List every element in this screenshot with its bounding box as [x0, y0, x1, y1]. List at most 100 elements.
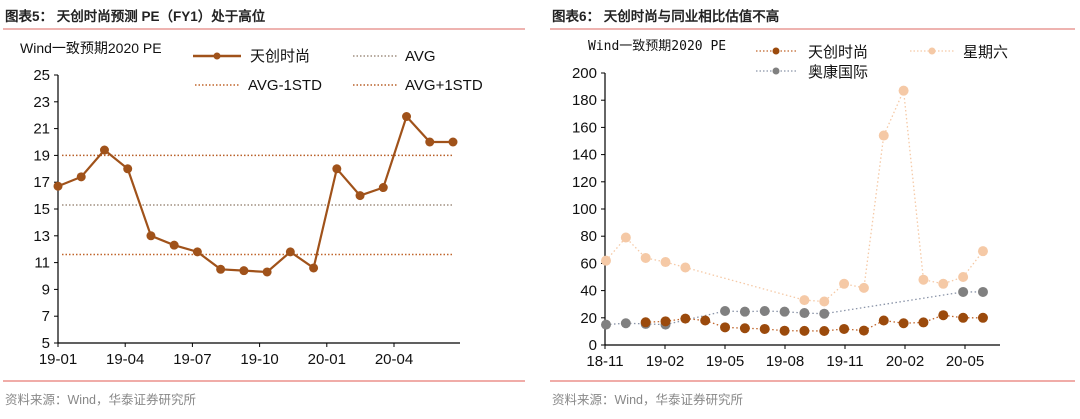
x-tick-label: 19-01: [39, 351, 77, 368]
legend-label-avg-plus-std: AVG+1STD: [405, 77, 483, 94]
data-point-series-0: [660, 257, 671, 268]
data-point-series-2: [898, 318, 909, 329]
legend-label-avg: AVG: [405, 48, 436, 65]
data-point-tianchuang: [332, 164, 342, 174]
data-point-tianchuang: [169, 240, 179, 250]
x-tick-label: 20-04: [375, 351, 413, 368]
chart5-unit-label: Wind一致预期2020 PE: [20, 40, 162, 56]
y-tick-label: 160: [572, 119, 597, 136]
data-point-tianchuang: [285, 247, 295, 257]
data-point-tianchuang: [402, 112, 412, 122]
legend-marker-tianchuang: [213, 52, 221, 60]
x-tick-label: 20-05: [946, 353, 984, 370]
data-point-tianchuang: [76, 172, 86, 182]
data-point-tianchuang: [146, 231, 156, 241]
chart6-legend: 天创时尚 星期六 奥康国际: [756, 44, 1008, 81]
data-point-series-2: [938, 310, 949, 321]
data-point-series-0: [878, 130, 889, 141]
series-line-0: [605, 88, 984, 303]
data-point-series-1: [819, 308, 830, 319]
data-point-series-2: [878, 315, 889, 326]
x-tick-label: 19-05: [706, 353, 744, 370]
data-point-series-0: [640, 252, 651, 263]
y-tick-label: 20: [580, 310, 597, 327]
data-point-series-2: [680, 313, 691, 324]
data-point-series-0: [977, 246, 988, 257]
data-point-series-1: [759, 306, 770, 316]
y-tick-label: 9: [42, 281, 50, 298]
data-point-tianchuang: [378, 183, 388, 193]
legend-label-tianchuang-6: 天创时尚: [808, 44, 868, 61]
data-point-series-2: [779, 325, 790, 336]
chart5-legend: 天创时尚 AVG AVG-1STD AVG+1STD: [193, 48, 483, 94]
y-tick-label: 15: [33, 201, 50, 218]
chart6-unit-label: Wind一致预期2020 PE: [588, 39, 726, 54]
chart6-plot: 0 20 40 60 80 100 120 140 160 180 200 18-11 19-02 19-…: [572, 65, 1000, 370]
chart5-source: 资料来源：Wind，华泰证券研究所: [5, 392, 196, 407]
x-tick-label: 20-02: [886, 353, 924, 370]
data-point-series-1: [799, 308, 810, 319]
data-point-series-0: [958, 272, 969, 282]
x-tick-label: 19-02: [646, 353, 684, 370]
data-point-series-2: [660, 316, 671, 327]
data-point-tianchuang: [448, 137, 458, 147]
y-tick-label: 23: [33, 94, 50, 111]
y-tick-label: 25: [33, 67, 50, 84]
y-tick-label: 0: [589, 337, 597, 354]
legend-marker-tianchuang-6: [772, 47, 780, 55]
x-tick-label: 19-10: [240, 351, 278, 368]
data-point-series-2: [700, 315, 711, 326]
legend-label-avg-minus-std: AVG-1STD: [248, 77, 322, 94]
chart5-plot: 5 7 9 11 13 15 17 19 21 23 25 19-01 19-04 19-07 19-10 2…: [33, 67, 460, 368]
data-point-series-0: [799, 295, 810, 306]
data-point-series-1: [977, 286, 988, 297]
data-point-series-1: [601, 319, 611, 330]
y-tick-label: 200: [572, 65, 597, 82]
y-tick-label: 180: [572, 92, 597, 109]
chart6-title: 图表6： 天创时尚与同业相比估值不高: [552, 8, 779, 24]
data-point-series-1: [958, 286, 969, 297]
data-point-tianchuang: [53, 181, 63, 191]
data-point-tianchuang: [239, 266, 249, 276]
data-point-series-0: [858, 282, 869, 293]
series-line-tianchuang: [57, 114, 453, 274]
legend-marker-aokang: [772, 67, 780, 75]
legend-label-tianchuang: 天创时尚: [250, 48, 310, 65]
x-tick-label: 18-11: [586, 353, 623, 370]
y-tick-label: 100: [572, 201, 597, 218]
data-point-tianchuang: [309, 263, 319, 273]
x-tick-label: 19-07: [173, 351, 211, 368]
data-point-series-1: [620, 318, 631, 329]
x-tick-label: 19-04: [106, 351, 144, 368]
y-tick-label: 13: [33, 228, 50, 245]
data-point-series-1: [739, 306, 750, 317]
y-tick-label: 5: [42, 335, 50, 352]
data-point-tianchuang: [355, 191, 365, 201]
x-tick-label: 19-11: [826, 353, 863, 370]
data-point-series-0: [938, 278, 949, 289]
data-point-tianchuang: [262, 267, 272, 277]
legend-marker-xingqiliu: [928, 47, 936, 55]
y-tick-label: 19: [33, 147, 50, 164]
data-point-series-0: [918, 274, 929, 285]
data-point-tianchuang: [425, 137, 435, 147]
y-tick-label: 140: [572, 147, 597, 164]
y-tick-label: 60: [580, 255, 597, 272]
y-tick-label: 17: [33, 174, 50, 191]
data-point-tianchuang: [216, 264, 226, 274]
data-point-series-0: [601, 255, 611, 266]
data-point-tianchuang: [192, 247, 202, 257]
data-point-series-2: [720, 322, 731, 333]
data-point-series-0: [680, 262, 691, 273]
data-point-series-0: [620, 232, 631, 243]
y-tick-label: 7: [42, 308, 50, 325]
data-point-series-2: [918, 317, 929, 328]
data-point-series-2: [739, 323, 750, 334]
chart5-title: 图表5： 天创时尚预测 PE（FY1）处于高位: [5, 8, 266, 24]
data-point-series-2: [958, 312, 969, 323]
legend-label-aokang: 奥康国际: [808, 64, 868, 81]
data-point-series-2: [977, 312, 988, 323]
series-line-2: [645, 314, 983, 332]
data-point-series-0: [898, 85, 909, 96]
